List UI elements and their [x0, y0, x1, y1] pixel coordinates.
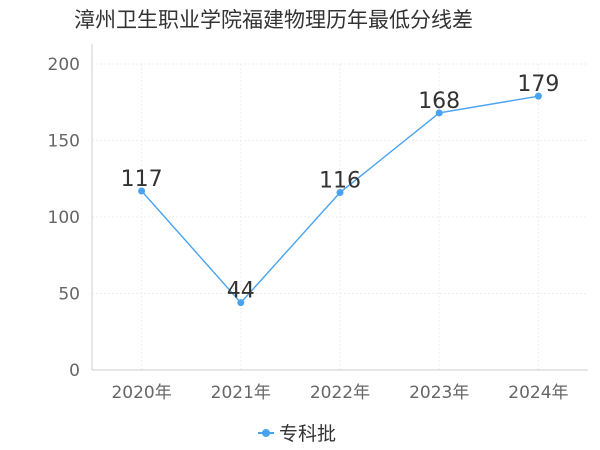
- data-label: 179: [517, 72, 559, 97]
- x-tick-label: 2020年: [111, 383, 171, 403]
- y-tick-label: 50: [58, 285, 80, 305]
- legend-marker-icon: [258, 427, 274, 439]
- x-tick-label: 2022年: [310, 383, 370, 403]
- data-label: 116: [319, 169, 361, 194]
- series-line: [141, 95, 539, 304]
- y-tick-label: 150: [48, 132, 80, 152]
- data-labels: 117 44 116 168 179: [121, 72, 560, 304]
- axes: [91, 44, 588, 371]
- x-tick-label: 2021年: [211, 383, 271, 403]
- legend[interactable]: 专科批: [258, 419, 336, 446]
- data-point[interactable]: [138, 187, 146, 195]
- data-point[interactable]: [534, 92, 542, 100]
- x-tick-label: 2023年: [409, 383, 469, 403]
- y-tick-labels: 0 50 100 150 200: [48, 55, 80, 381]
- y-tick-label: 0: [69, 361, 80, 381]
- data-label: 117: [121, 167, 163, 192]
- x-tick-label: 2024年: [508, 383, 568, 403]
- data-label: 168: [418, 89, 460, 114]
- y-tick-label: 100: [48, 208, 80, 228]
- x-tick-labels: 2020年 2021年 2022年 2023年 2024年: [111, 383, 568, 403]
- data-point[interactable]: [336, 189, 344, 197]
- grid-lines: [92, 63, 588, 370]
- series-line-path: [141, 95, 539, 304]
- chart-title: 漳州卫生职业学院福建物理历年最低分线差: [74, 8, 473, 32]
- data-label: 44: [227, 279, 255, 304]
- y-tick-label: 200: [48, 55, 80, 75]
- data-point[interactable]: [435, 109, 443, 117]
- legend-label: 专科批: [279, 423, 337, 445]
- data-points: [138, 92, 542, 307]
- data-point[interactable]: [237, 299, 245, 307]
